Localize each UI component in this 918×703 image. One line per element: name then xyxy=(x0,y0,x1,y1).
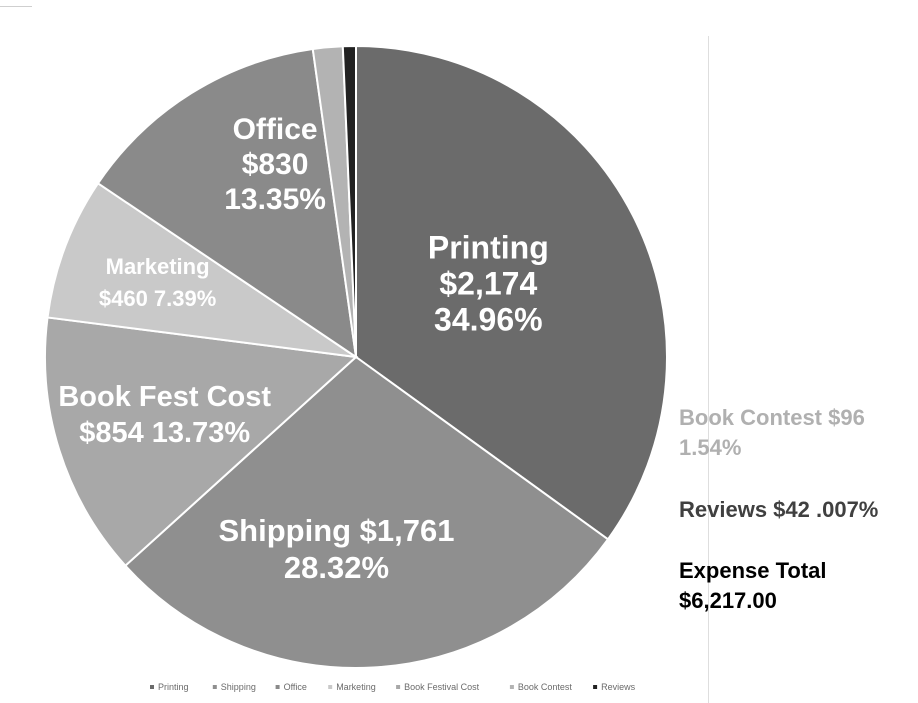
legend-label-marketing: Marketing xyxy=(336,682,376,692)
slice-label-office-line-3: 13.35% xyxy=(224,183,326,216)
reviews-annotation: Reviews $42 .007% xyxy=(679,495,878,525)
legend-marker-office xyxy=(275,685,280,689)
legend-label-printing: Printing xyxy=(158,682,189,692)
slice-label-marketing-line-1: Marketing xyxy=(106,254,210,279)
legend-label-book-festival-cost: Book Festival Cost xyxy=(404,682,480,692)
pie-slice-printing xyxy=(355,44,668,541)
slice-label-printing-line-1: Printing xyxy=(428,230,549,266)
slice-label-office-line-2: $830 xyxy=(242,148,309,181)
reviews-annotation-text: Reviews $42 .007% xyxy=(679,497,879,522)
slices-layer xyxy=(44,44,668,669)
legend-label-shipping: Shipping xyxy=(221,682,256,692)
book-contest-annotation: Book Contest $96 1.54% xyxy=(679,403,865,463)
slice-label-shipping-line-1: Shipping $1,761 xyxy=(218,513,454,548)
pie-slice-book-festival-cost xyxy=(44,316,359,568)
slice-label-office-line-1: Office xyxy=(233,113,318,146)
legend-marker-shipping xyxy=(212,685,217,689)
pie-slice-marketing xyxy=(46,181,357,358)
slice-label-book-festival-cost-line-1: Book Fest Cost xyxy=(58,381,271,413)
legend-label-book-contest: Book Contest xyxy=(518,682,573,692)
legend-marker-printing xyxy=(150,685,154,689)
book-contest-annotation-line-1: Book Contest $96 xyxy=(679,405,865,430)
pie-slice-office xyxy=(96,47,358,360)
expense-total-label: Expense Total xyxy=(679,558,827,583)
plot-divider xyxy=(708,36,709,703)
slice-label-shipping-line-2: 28.32% xyxy=(284,550,389,585)
slice-label-printing-line-2: $2,174 xyxy=(439,266,537,302)
book-contest-annotation-line-2: 1.54% xyxy=(679,435,742,460)
pie-slice-shipping xyxy=(123,355,610,669)
legend-marker-reviews xyxy=(593,685,598,689)
corner-rule xyxy=(0,6,32,7)
legend-marker-book-contest xyxy=(509,685,514,689)
legend: Printing Shipping Office Marketing Book Fest… xyxy=(150,682,636,692)
pie-slice-reviews xyxy=(341,44,357,358)
legend-marker-marketing xyxy=(328,685,333,689)
legend-label-office: Office xyxy=(284,682,307,692)
expense-total-value: $6,217.00 xyxy=(679,588,777,613)
legend-marker-book-festival-cost xyxy=(396,685,401,689)
slice-label-marketing-line-2: $460 7.39% xyxy=(99,286,216,311)
legend-label-reviews: Reviews xyxy=(601,682,636,692)
expense-total-annotation: Expense Total $6,217.00 xyxy=(679,556,827,616)
slice-label-printing-line-3: 34.96% xyxy=(434,302,543,338)
slice-label-book-festival-cost-line-2: $854 13.73% xyxy=(79,417,250,449)
